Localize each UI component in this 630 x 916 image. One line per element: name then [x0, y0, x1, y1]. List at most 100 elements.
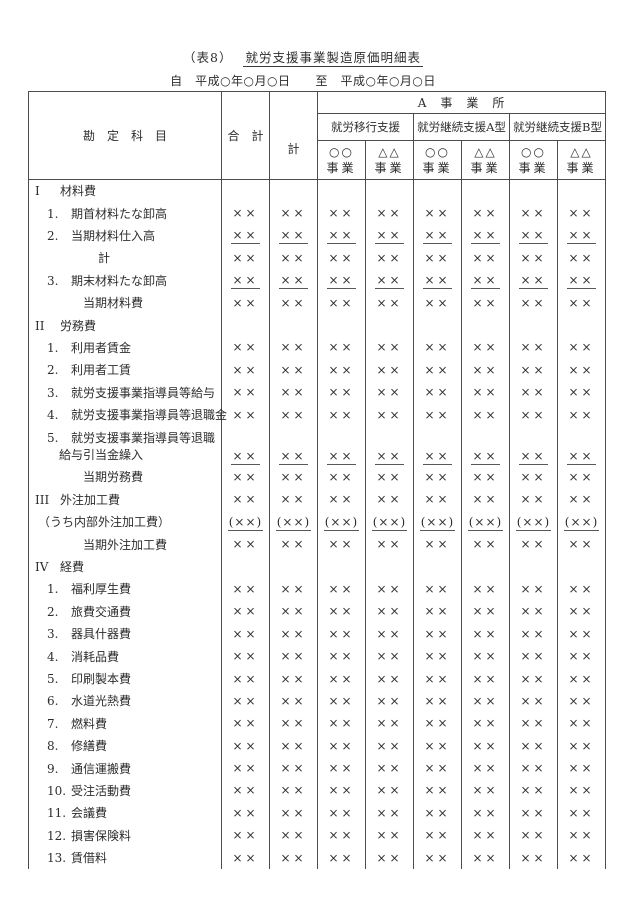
row-label-text: 修繕費: [71, 739, 108, 754]
placeholder-amount: ××: [568, 295, 595, 310]
value-cell: ××: [317, 532, 366, 556]
value-cell: ××: [556, 291, 607, 314]
placeholder-amount: ××: [568, 492, 595, 507]
value-cell: ××: [509, 269, 558, 292]
row-label: 4. 消耗品費: [28, 644, 222, 668]
row-label-text: 材料費: [60, 184, 97, 199]
placeholder-amount: ××: [232, 716, 259, 731]
placeholder-amount: ××: [568, 206, 595, 221]
col-header-office-total: 計: [269, 91, 318, 180]
row-label: 13. 賃借料: [28, 846, 222, 869]
value-cell: ××: [221, 358, 270, 382]
table-row: 計 ×× ×× ×× ×× ×× ×× ×× ××: [28, 246, 607, 270]
value-cell: (××): [317, 510, 366, 533]
value-cell: ××: [509, 622, 558, 645]
placeholder-amount: ××: [328, 693, 355, 708]
placeholder-amount: ××: [472, 604, 499, 619]
placeholder-amount: (××): [467, 514, 504, 531]
row-label-text: 器具什器費: [71, 627, 132, 642]
value-cell: ××: [509, 801, 558, 825]
value-cell: ××: [317, 801, 366, 825]
placeholder-amount: ××: [424, 385, 451, 400]
placeholder-amount: ××: [328, 537, 355, 552]
placeholder-amount: ××: [472, 492, 499, 507]
table-row: 8. 修繕費 ×× ×× ×× ×× ×× ×× ×× ××: [28, 734, 607, 757]
row-label-text: 当期材料仕入高: [71, 228, 156, 243]
value-cell: ××: [269, 577, 318, 601]
value-cell: ××: [317, 846, 366, 869]
value-cell: ××: [509, 600, 558, 623]
value-cell: ××: [413, 269, 462, 292]
col-header-account-title: 勘 定 科 目: [28, 91, 222, 180]
placeholder-amount: ××: [376, 469, 403, 484]
placeholder-amount: ××: [472, 693, 499, 708]
placeholder-amount: ××: [376, 362, 403, 377]
business-label: 事業: [422, 161, 453, 175]
placeholder-amount: ××: [568, 250, 595, 265]
placeholder-amount: ××: [520, 492, 547, 507]
value-cell: ××: [556, 689, 607, 713]
value-cell: ××: [365, 644, 414, 668]
placeholder-amount: ××: [472, 469, 499, 484]
col-header-business-4: △△ 事業: [461, 140, 510, 180]
value-cell: ××: [413, 756, 462, 780]
row-number: 1.: [47, 582, 59, 597]
value-cell: ××: [556, 269, 607, 292]
table-row: III 外注加工費 ×× ×× ×× ×× ×× ×× ×× ××: [28, 488, 607, 511]
value-cell: ××: [509, 465, 558, 489]
value-cell: ××: [509, 488, 558, 511]
value-cell: ××: [556, 846, 607, 869]
placeholder-amount: ××: [376, 407, 403, 422]
row-number: 5.: [47, 672, 59, 686]
row-number: 5.: [47, 430, 59, 445]
table-number: （表8）: [183, 50, 233, 65]
placeholder-amount: ××: [520, 783, 547, 798]
row-label-text: 就労支援事業指導員等給与: [71, 385, 216, 400]
placeholder-amount: ××: [280, 492, 307, 507]
table-row: 5. 就労支援事業指導員等退職 給与引当金繰入 ×× ×× ×× ×× ×× ×× ×× ××: [28, 425, 607, 466]
placeholder-amount: ××: [520, 693, 547, 708]
value-cell: ××: [365, 201, 414, 225]
placeholder-amount: ××: [424, 649, 451, 664]
value-cell: [556, 179, 607, 202]
value-cell: ××: [269, 622, 318, 645]
value-cell: ××: [317, 381, 366, 404]
placeholder-amount: ××: [424, 469, 451, 484]
row-label: 1. 福利厚生費: [28, 577, 222, 601]
table-row: 2. 旅費交通費 ×× ×× ×× ×× ×× ×× ×× ××: [28, 600, 607, 623]
table-row: 4. 消耗品費 ×× ×× ×× ×× ×× ×× ×× ××: [28, 644, 607, 668]
placeholder-amount: ××: [376, 604, 403, 619]
value-cell: ××: [556, 577, 607, 601]
row-label-text: 利用者賃金: [71, 340, 132, 355]
row-number: 3.: [47, 273, 59, 288]
table-row: 1. 利用者賃金 ×× ×× ×× ×× ×× ×× ×× ××: [28, 336, 607, 359]
placeholder-amount: ××: [520, 626, 547, 641]
placeholder-amount: ××: [232, 581, 259, 596]
row-number: III: [35, 492, 50, 507]
row-label-text: 利用者工賃: [71, 363, 132, 378]
table-row: 当期材料費 ×× ×× ×× ×× ×× ×× ×× ××: [28, 291, 607, 314]
placeholder-amount: ××: [520, 469, 547, 484]
value-cell: ××: [221, 801, 270, 825]
value-cell: [317, 555, 366, 578]
value-cell: ××: [269, 269, 318, 292]
value-cell: ××: [269, 600, 318, 623]
value-cell: ××: [461, 600, 510, 623]
accounting-period: 自 平成○年○月○日 至 平成○年○月○日: [170, 74, 436, 88]
value-cell: ××: [413, 667, 462, 690]
value-cell: ××: [221, 201, 270, 225]
row-number: II: [35, 318, 45, 333]
value-cell: ××: [413, 577, 462, 601]
value-cell: ××: [413, 689, 462, 713]
row-label: 4. 就労支援事業指導員等退職金: [28, 403, 227, 426]
placeholder-amount: ××: [568, 828, 595, 843]
row-number: 8.: [47, 739, 59, 754]
placeholder-amount: ××: [520, 716, 547, 731]
row-label-text: 燃料費: [71, 716, 108, 731]
value-cell: ××: [556, 224, 607, 247]
placeholder-amount: ××: [568, 671, 595, 686]
table-row: 1. 期首材料たな卸高 ×× ×× ×× ×× ×× ×× ×× ××: [28, 201, 607, 225]
placeholder-amount: ××: [472, 649, 499, 664]
row-number: 4.: [47, 649, 59, 664]
row-label-text: （うち内部外注加工費）: [38, 515, 171, 530]
